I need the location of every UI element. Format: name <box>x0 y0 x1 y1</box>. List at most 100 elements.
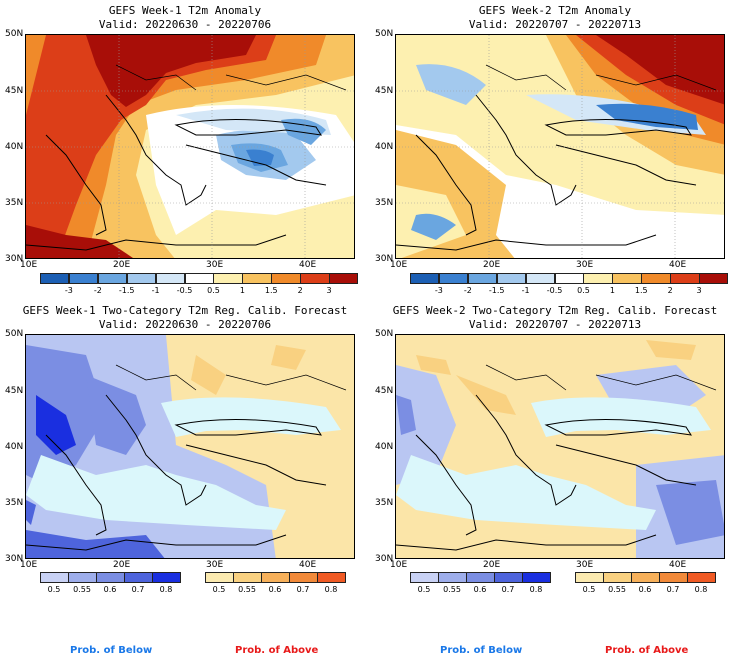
colorbar-swatch <box>438 273 469 284</box>
colorbar-swatch <box>124 572 153 583</box>
panel-week2-probability: GEFS Week-2 Two-Category T2m Reg. Calib.… <box>370 300 740 600</box>
prob-below-label: Prob. of Below <box>70 645 153 656</box>
lat-label: 40N <box>5 142 24 152</box>
lat-label: 45N <box>375 386 394 396</box>
colorbar-swatch <box>438 572 467 583</box>
prob-above-label: Prob. of Above <box>605 645 689 656</box>
colorbar-tick-label: -3 <box>64 286 73 295</box>
colorbar-swatch <box>289 572 318 583</box>
panel-week1-probability: GEFS Week-1 Two-Category T2m Reg. Calib.… <box>0 300 370 600</box>
probability-map-week2 <box>395 334 725 559</box>
colorbar-tick-label: 0.7 <box>296 585 310 594</box>
lon-label: 20E <box>113 260 131 270</box>
lat-label: 50N <box>5 29 24 39</box>
colorbar-tick-label: 1.5 <box>264 286 278 295</box>
panel-title: GEFS Week-1 T2m Anomaly <box>108 4 262 17</box>
panel-valid-dates: Valid: 20220630 - 20220706 <box>98 318 272 331</box>
lat-label: 50N <box>375 29 394 39</box>
lat-label: 30N <box>5 254 24 264</box>
colorbar-tick-label: 0.5 <box>577 286 590 295</box>
colorbar-tick-label: 1 <box>239 286 245 295</box>
colorbar-swatch <box>205 572 234 583</box>
colorbar-tick-label: 0.6 <box>638 585 652 594</box>
colorbar-swatch <box>641 273 671 284</box>
colorbar-swatch <box>467 273 498 284</box>
colorbar-swatch <box>631 572 660 583</box>
lon-label: 10E <box>20 260 38 270</box>
colorbar-swatch <box>242 273 272 284</box>
panel-valid-dates: Valid: 20220707 - 20220713 <box>468 18 642 31</box>
colorbar-tick-label: 3 <box>696 286 702 295</box>
lon-label: 20E <box>483 560 501 570</box>
colorbar-tick-label: 0.6 <box>268 585 282 594</box>
colorbar-tick-label: 0.5 <box>212 585 226 594</box>
colorbar-tick-label: 0.55 <box>443 585 461 594</box>
colorbar-tick-label: 0.7 <box>666 585 680 594</box>
colorbar-swatch <box>40 572 69 583</box>
prob-above-label: Prob. of Above <box>235 645 319 656</box>
prob-below-colorbar: 0.5 0.55 0.6 0.7 0.8 <box>410 572 551 596</box>
lon-label: 30E <box>576 260 594 270</box>
colorbar-swatch <box>152 572 181 583</box>
colorbar-tick-label: 0.55 <box>238 585 256 594</box>
colorbar-swatch <box>271 273 301 284</box>
colorbar-swatch <box>300 273 330 284</box>
colorbar-swatch <box>68 572 97 583</box>
colorbar-swatch <box>126 273 157 284</box>
colorbar-swatch <box>410 273 440 284</box>
lon-label: 30E <box>206 260 224 270</box>
lat-label: 40N <box>375 442 394 452</box>
panel-week2-anomaly: GEFS Week-2 T2m Anomaly Valid: 20220707 … <box>370 0 740 300</box>
lon-label: 40E <box>299 260 317 270</box>
colorbar-swatch <box>494 572 523 583</box>
prob-above-colorbar: 0.5 0.55 0.6 0.7 0.8 <box>575 572 716 596</box>
colorbar-swatch <box>261 572 290 583</box>
colorbar-tick-label: 0.8 <box>694 585 708 594</box>
colorbar-swatch <box>522 572 551 583</box>
colorbar-swatch <box>699 273 729 284</box>
panel-valid-dates: Valid: 20220707 - 20220713 <box>468 318 642 331</box>
anomaly-map-week2 <box>395 34 725 259</box>
colorbar-swatch <box>670 273 700 284</box>
lat-label: 40N <box>5 442 24 452</box>
colorbar-tick-label: 1 <box>609 286 615 295</box>
colorbar-swatch <box>525 273 556 284</box>
colorbar-swatch <box>612 273 642 284</box>
colorbar-tick-label: 0.5 <box>47 585 61 594</box>
colorbar-tick-label: 0.5 <box>417 585 431 594</box>
colorbar-swatch <box>213 273 243 284</box>
lon-label: 10E <box>390 560 408 570</box>
lat-label: 35N <box>375 198 394 208</box>
panel-title: GEFS Week-2 T2m Anomaly <box>478 4 632 17</box>
lat-label: 35N <box>5 498 24 508</box>
colorbar-tick-label: -1.5 <box>488 286 505 295</box>
colorbar-swatch <box>68 273 99 284</box>
lon-label: 10E <box>390 260 408 270</box>
lat-label: 45N <box>5 86 24 96</box>
colorbar-swatch <box>40 273 70 284</box>
colorbar-swatch <box>410 572 439 583</box>
colorbar-swatch <box>329 273 359 284</box>
colorbar-tick-label: 0.8 <box>529 585 543 594</box>
prob-above-colorbar: 0.5 0.55 0.6 0.7 0.8 <box>205 572 346 596</box>
colorbar-swatch <box>155 273 186 284</box>
colorbar-swatch <box>575 572 604 583</box>
colorbar-swatch <box>554 273 584 284</box>
probability-map-week1 <box>25 334 355 559</box>
colorbar-tick-label: 0.5 <box>207 286 220 295</box>
lat-label: 30N <box>375 254 394 264</box>
lon-label: 40E <box>669 560 687 570</box>
lat-label: 50N <box>375 329 394 339</box>
lon-label: 10E <box>20 560 38 570</box>
panel-week1-anomaly: GEFS Week-1 T2m Anomaly Valid: 20220630 … <box>0 0 370 300</box>
colorbar-swatch <box>96 572 125 583</box>
anomaly-map-week1 <box>25 34 355 259</box>
lon-label: 20E <box>483 260 501 270</box>
colorbar-tick-label: -3 <box>434 286 443 295</box>
lat-label: 30N <box>375 554 394 564</box>
panel-title: GEFS Week-1 Two-Category T2m Reg. Calib.… <box>22 304 348 317</box>
colorbar-swatch <box>317 572 346 583</box>
colorbar-tick-label: -2 <box>463 286 472 295</box>
colorbar-tick-label: 1.5 <box>634 286 648 295</box>
lat-label: 50N <box>5 329 24 339</box>
